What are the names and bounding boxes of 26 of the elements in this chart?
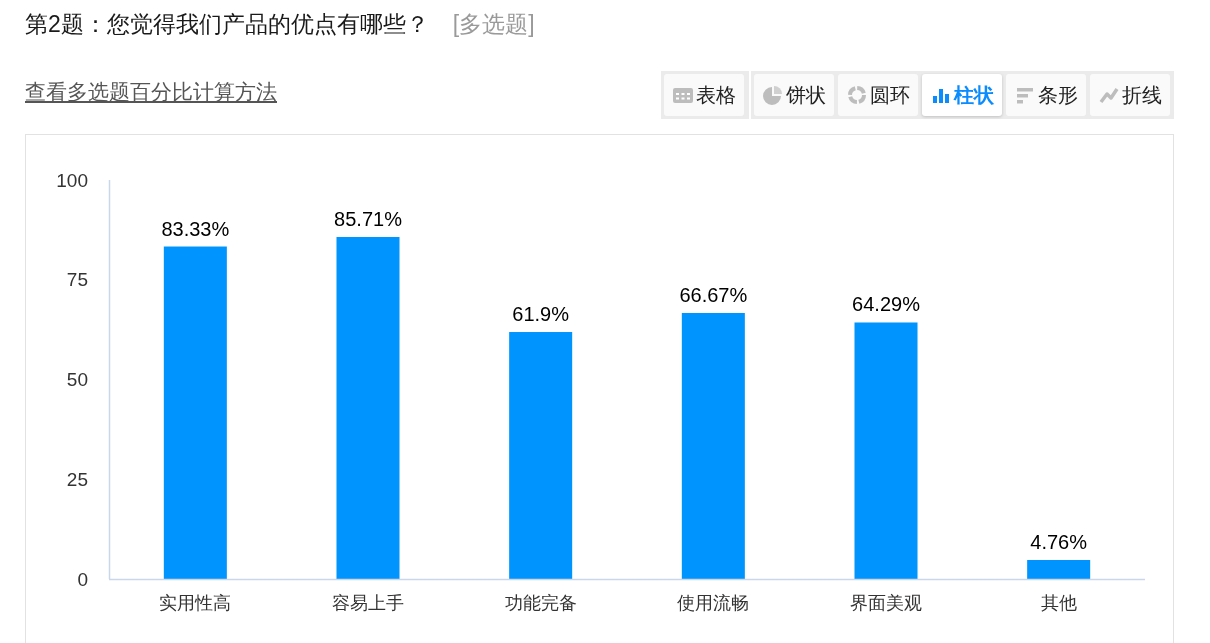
title: 第2题：您觉得我们产品的优点有哪些？ (25, 11, 429, 37)
subtitle: [多选题] (452, 11, 535, 37)
x-tick-label: 功能完备 (504, 593, 577, 613)
y-tick-label: 25 (66, 468, 88, 490)
button: 条形 (1006, 74, 1086, 116)
x-tick-label: 实用性高 (159, 593, 232, 613)
button: 圆环 (838, 74, 918, 116)
x-tick-label: 界面美观 (850, 593, 922, 613)
data-label: 4.76% (1030, 531, 1088, 554)
button: 柱状 (922, 74, 1002, 116)
y-tick-label: 75 (66, 269, 88, 291)
x-tick-label: 容易上手 (332, 593, 404, 613)
data-label: 61.9% (512, 303, 570, 326)
x-tick-label: 使用流畅 (677, 593, 750, 613)
y-tick-label: 100 (56, 169, 88, 191)
data-label: 64.29% (852, 293, 921, 316)
x-tick-label: 其他 (1040, 593, 1077, 613)
button: 表格 (664, 74, 744, 116)
data-label: 66.67% (679, 283, 748, 306)
data-label: 85.71% (334, 208, 403, 231)
button: 折线 (1090, 74, 1170, 116)
link: 查看多选题百分比计算方法 (25, 79, 277, 105)
y-tick-label: 50 (66, 369, 88, 390)
y-tick-label: 0 (77, 568, 88, 590)
button: 饼状 (754, 74, 834, 116)
data-label: 83.33% (161, 217, 230, 240)
